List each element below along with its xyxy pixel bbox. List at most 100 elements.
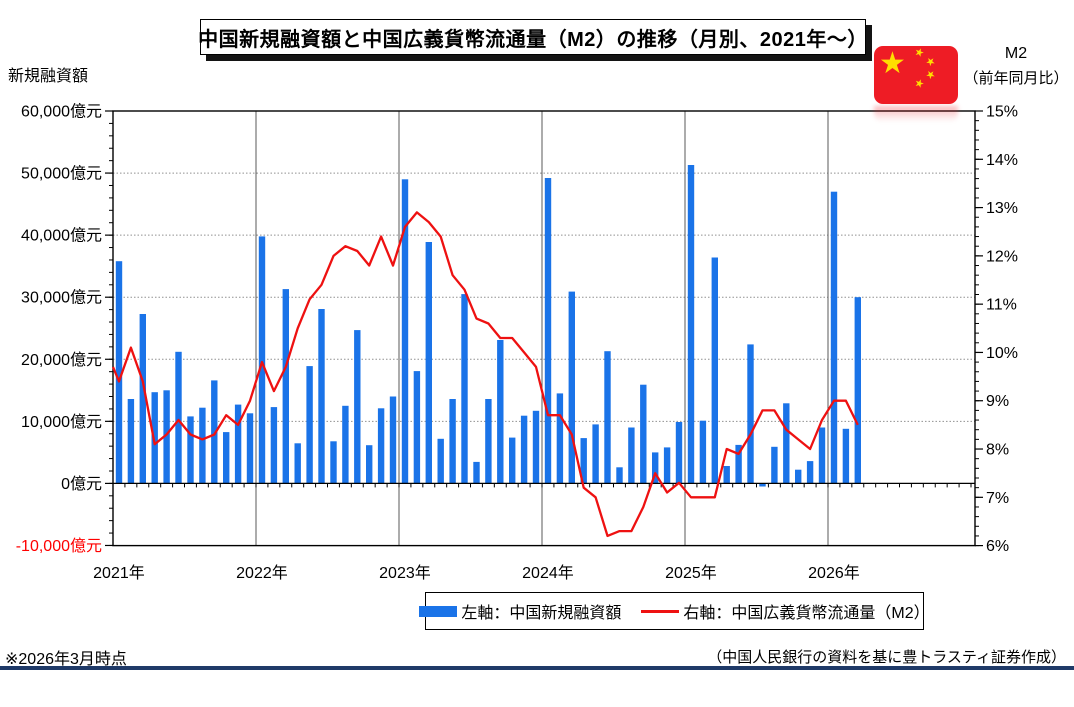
legend-bars-label: 左軸：中国新規融資額 [461,605,622,622]
right-tick-label: 7% [986,490,1009,507]
loan-bar [330,441,337,484]
loan-bar [318,309,325,484]
plot-frame [112,110,976,547]
loan-bar [640,384,647,484]
right-tick-label: 14% [986,152,1018,169]
loan-bar [223,432,230,484]
loan-bar [771,446,778,484]
loan-bars-series [115,165,861,487]
loan-bar [139,314,146,484]
loan-bar [687,165,695,484]
loan-bar [270,407,278,484]
loan-bar [604,351,611,484]
bottom-rule [0,666,1074,670]
loan-bar [342,405,349,484]
loan-bar [485,399,492,484]
loan-bar [211,380,218,484]
loan-bar [842,428,850,484]
loan-bar [747,344,754,484]
m2-line [111,211,859,538]
loan-bar [759,483,766,487]
year-label: 2026年 [808,564,860,582]
loan-bar [401,179,409,484]
chart-title: 中国新規融資額と中国広義貨幣流通量（M2）の推移（月別、2021年～） [198,19,867,55]
bar-series-swatch [419,605,458,617]
loan-bar [592,424,599,484]
loan-bar [473,461,480,484]
left-tick-label: 30,000億元 [21,289,102,307]
left-tick-label: 40,000億元 [21,227,102,245]
source-credit: （中国人民銀行の資料を基に豊トラスティ証券作成） [707,649,1066,666]
year-label: 2023年 [379,564,431,582]
right-tick-label: 13% [986,200,1018,217]
loan-bar [818,427,826,484]
right-tick-label: 6% [986,538,1009,555]
loan-bar [675,422,683,484]
year-label: 2022年 [236,564,288,582]
loan-bar [413,371,421,484]
china-flag: ★ ★ ★ ★ ★ [874,46,958,104]
right-axis-title-yoy: （前年同月比） [963,69,1069,87]
right-tick-label: 8% [986,442,1009,459]
loan-bar [520,415,528,484]
legend-item-bars: 左軸：中国新規融資額 [419,599,621,623]
loan-bar [449,399,456,484]
loan-bar [580,438,587,484]
loan-bar [616,467,623,484]
left-tick-label: 20,000億元 [21,351,102,369]
loan-bar [628,427,635,484]
right-tick-label: 11% [986,297,1017,314]
loan-bar [151,392,158,484]
year-label: 2025年 [665,564,717,582]
gridlines [113,172,975,422]
loan-bar [389,396,397,484]
legend-line-label: 右軸：中国広義貨幣流通量（M2） [683,605,930,622]
left-tick-label: 50,000億元 [21,165,102,183]
left-tick-label: 0億元 [61,475,102,493]
left-axis: 60,000億元 50,000億元 40,000億元 30,000億元 20,000億元… [16,103,113,555]
loan-bar [306,366,313,484]
loan-bar [282,289,289,484]
loan-bar [556,393,564,484]
flag-small-star-icon: ★ [912,45,926,61]
line-series-swatch [641,609,680,613]
year-label: 2024年 [522,564,574,582]
loan-bar [246,413,254,484]
left-axis-title: 新規融資額 [8,68,89,85]
loan-bar [187,416,194,484]
dual-axis-chart: 60,000億元 50,000億元 40,000億元 30,000億元 20,000億元… [16,103,1018,583]
right-axis-title: M2 （前年同月比） [958,42,1074,90]
left-tick-label: 10,000億元 [21,413,102,431]
left-tick-label: -10,000億元 [16,537,102,555]
loan-bar [425,242,432,484]
right-axis-title-m2: M2 [1004,45,1028,62]
loan-bar [294,443,301,484]
loan-bar [735,444,742,484]
flag-reflection [874,106,958,122]
loan-bar [115,261,123,484]
year-gridlines [255,111,829,546]
as-of-date-note: ※2026年3月時点 [5,651,127,668]
right-tick-label: 15% [986,104,1018,121]
loan-bar [199,407,206,484]
loan-bar [854,297,861,484]
loan-bar [663,447,671,484]
loan-bar [532,410,540,484]
loan-bar [497,340,504,484]
loan-bar [437,438,444,484]
loan-bar [652,452,659,484]
loan-bar [258,236,266,484]
year-label: 2021年 [93,564,145,582]
loan-bar [806,461,814,484]
loan-bar [509,437,516,484]
right-tick-label: 12% [986,248,1018,265]
right-tick-label: 9% [986,393,1009,410]
right-tick-label: 10% [986,345,1018,362]
loan-bar [354,330,361,484]
legend: 左軸：中国新規融資額 右軸：中国広義貨幣流通量（M2） [419,592,930,630]
right-axis: 15% 14% 13% 12% 11% 10% 9% 8% 7% 6% [975,104,1018,555]
loan-bar [544,178,552,484]
loan-bar [830,191,838,484]
left-tick-label: 60,000億元 [21,103,102,121]
flag-big-star-icon: ★ [879,47,906,80]
